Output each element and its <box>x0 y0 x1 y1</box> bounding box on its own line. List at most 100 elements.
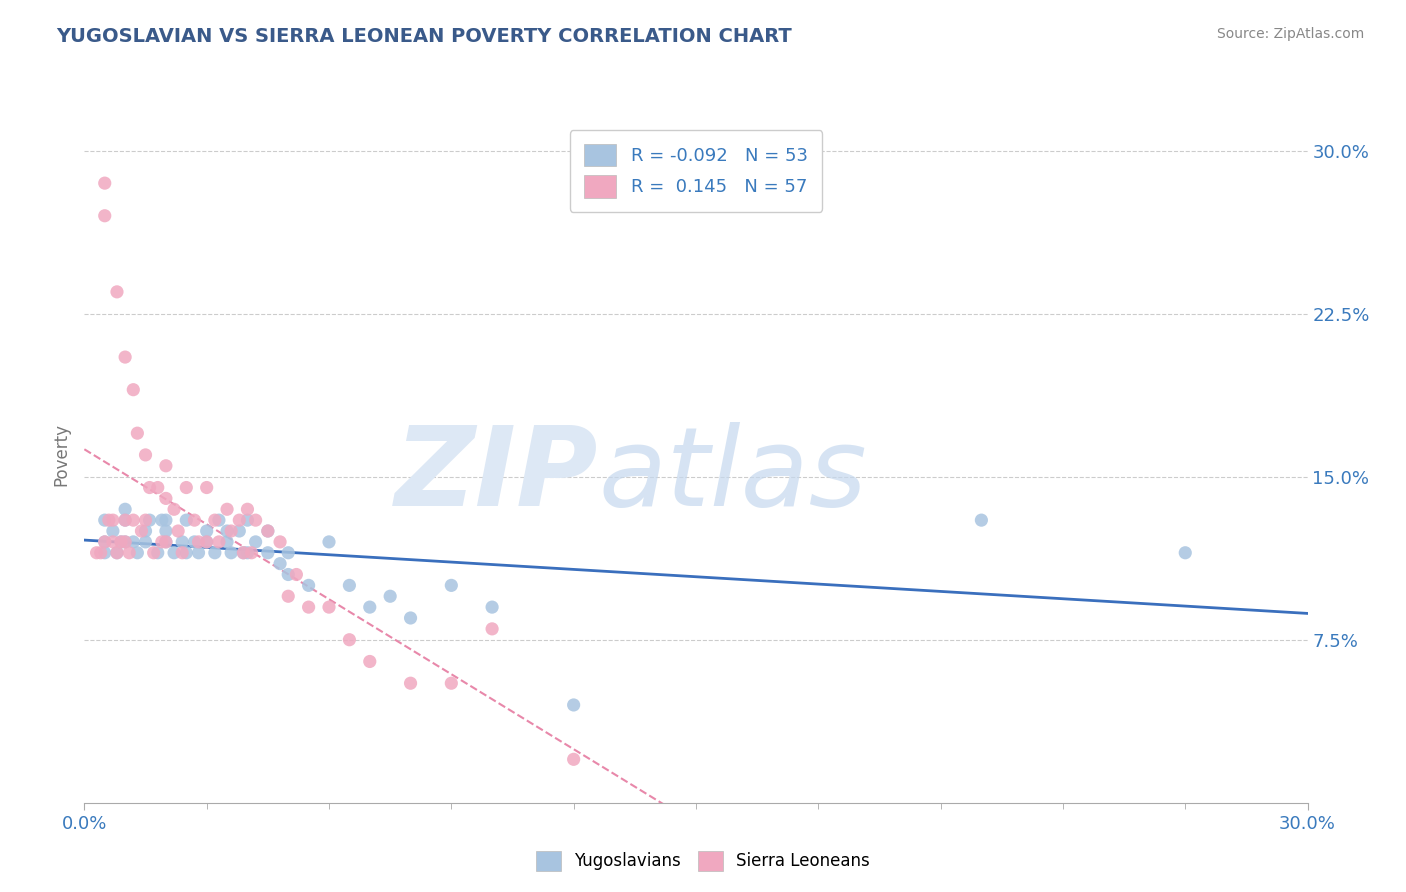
Point <box>114 513 136 527</box>
Point <box>167 524 190 538</box>
Point <box>359 600 381 615</box>
Point <box>146 481 169 495</box>
Point <box>257 524 280 538</box>
Point <box>187 534 209 549</box>
Point <box>97 513 120 527</box>
Point <box>105 546 128 560</box>
Point <box>228 513 250 527</box>
Point <box>970 513 993 527</box>
Point <box>1174 546 1197 560</box>
Point <box>114 534 136 549</box>
Point <box>138 481 160 495</box>
Point <box>187 546 209 560</box>
Point <box>105 546 128 560</box>
Point <box>163 546 186 560</box>
Point <box>142 546 165 560</box>
Point <box>114 502 136 516</box>
Point <box>277 589 299 603</box>
Point <box>122 383 145 397</box>
Point <box>93 534 115 549</box>
Point <box>380 589 402 603</box>
Legend: Yugoslavians, Sierra Leoneans: Yugoslavians, Sierra Leoneans <box>527 842 879 880</box>
Point <box>86 546 108 560</box>
Point <box>174 481 197 495</box>
Point <box>204 546 226 560</box>
Point <box>183 513 205 527</box>
Point <box>122 513 145 527</box>
Text: ZIP: ZIP <box>395 422 598 529</box>
Point <box>318 600 340 615</box>
Point <box>277 546 299 560</box>
Point <box>118 546 141 560</box>
Point <box>146 546 169 560</box>
Point <box>298 600 321 615</box>
Point <box>110 534 132 549</box>
Point <box>93 513 115 527</box>
Point <box>236 546 259 560</box>
Point <box>217 534 239 549</box>
Text: Source: ZipAtlas.com: Source: ZipAtlas.com <box>1216 27 1364 41</box>
Point <box>240 546 263 560</box>
Point <box>277 567 299 582</box>
Point <box>257 546 280 560</box>
Point <box>298 578 321 592</box>
Point <box>110 534 132 549</box>
Point <box>155 458 177 473</box>
Point <box>232 546 254 560</box>
Point <box>155 513 177 527</box>
Point <box>122 534 145 549</box>
Point <box>562 752 585 766</box>
Point <box>101 534 124 549</box>
Point <box>208 534 231 549</box>
Point <box>172 546 194 560</box>
Point <box>155 534 177 549</box>
Y-axis label: Poverty: Poverty <box>52 424 70 486</box>
Point <box>183 534 205 549</box>
Point <box>269 534 291 549</box>
Point <box>219 546 242 560</box>
Point <box>114 350 136 364</box>
Point <box>399 676 422 690</box>
Point <box>208 513 231 527</box>
Point <box>93 534 115 549</box>
Point <box>440 676 463 690</box>
Point <box>217 502 239 516</box>
Point <box>127 546 149 560</box>
Point <box>155 534 177 549</box>
Point <box>127 426 149 441</box>
Point <box>101 524 124 538</box>
Point <box>150 534 173 549</box>
Point <box>105 285 128 299</box>
Legend: R = -0.092   N = 53, R =  0.145   N = 57: R = -0.092 N = 53, R = 0.145 N = 57 <box>569 130 823 212</box>
Point <box>245 534 267 549</box>
Point <box>135 524 157 538</box>
Point <box>269 557 291 571</box>
Point <box>155 491 177 506</box>
Point <box>101 513 124 527</box>
Point <box>204 513 226 527</box>
Point <box>440 578 463 592</box>
Point <box>481 600 503 615</box>
Point <box>90 546 112 560</box>
Point <box>236 502 259 516</box>
Point <box>135 448 157 462</box>
Point <box>135 534 157 549</box>
Point <box>195 534 218 549</box>
Point <box>232 546 254 560</box>
Point <box>257 524 280 538</box>
Point <box>195 524 218 538</box>
Point <box>195 534 218 549</box>
Point <box>114 513 136 527</box>
Point <box>562 698 585 712</box>
Point <box>174 513 197 527</box>
Point <box>138 513 160 527</box>
Point <box>339 632 361 647</box>
Point <box>399 611 422 625</box>
Text: atlas: atlas <box>598 422 866 529</box>
Point <box>245 513 267 527</box>
Point <box>155 524 177 538</box>
Point <box>285 567 308 582</box>
Point <box>339 578 361 592</box>
Point <box>219 524 242 538</box>
Point <box>481 622 503 636</box>
